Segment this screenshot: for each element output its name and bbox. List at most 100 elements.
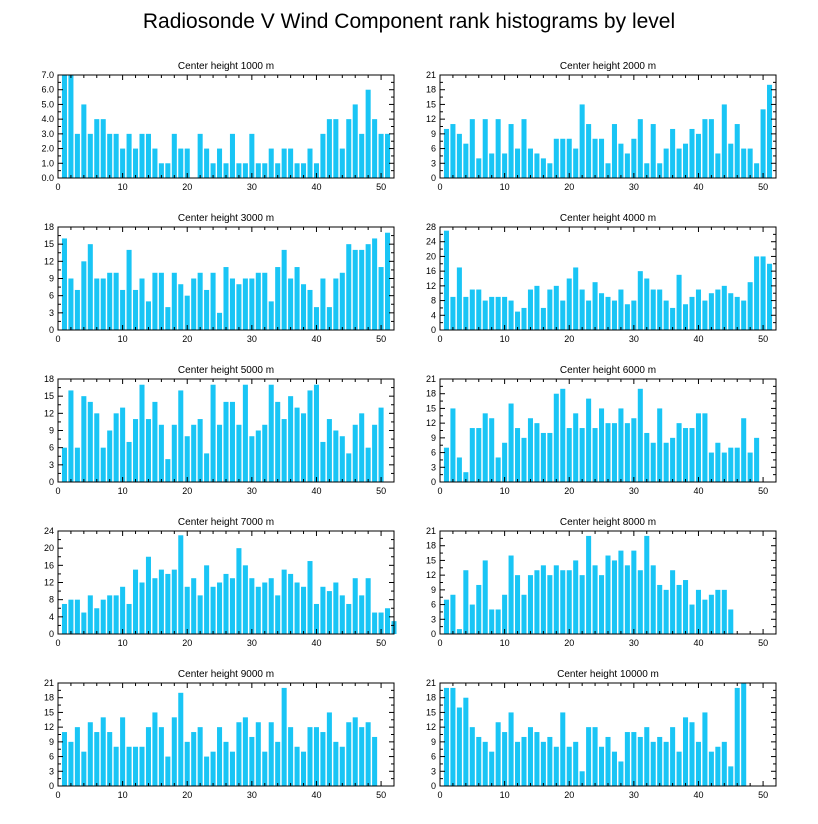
histogram-bar [242,163,248,178]
histogram-bar [482,741,488,786]
histogram-bar [443,599,449,634]
histogram-bar [631,550,637,634]
histogram-bar [378,133,384,178]
histogram-bar [294,407,300,482]
histogram-bar [171,569,177,634]
histogram-bar [456,707,462,786]
x-tick-label: 50 [758,790,768,800]
histogram-bar [378,267,384,330]
histogram-bar [113,272,119,330]
histogram-bar [469,289,475,330]
histogram-bar [469,428,475,482]
histogram-bar [255,722,261,786]
histogram-bar [107,133,113,178]
histogram-bar [262,272,268,330]
x-tick-label: 30 [247,486,257,496]
y-tick-label: 6 [49,443,54,453]
histogram-bar [540,432,546,482]
histogram-bar [339,148,345,178]
histogram-bar [624,423,630,482]
histogram-bar [670,727,676,786]
histogram-bar [152,578,158,634]
y-tick-label: 3 [49,308,54,318]
histogram-bar [534,153,540,178]
histogram-bar [767,263,773,330]
histogram-bar [650,124,656,178]
y-tick-label: 21 [426,374,436,384]
histogram-bar [721,104,727,178]
histogram-bar [236,284,242,330]
y-tick-label: 0 [431,173,436,183]
histogram-bar [624,732,630,786]
histogram-bar [605,163,611,178]
histogram-bar [61,75,67,178]
histogram-bar [489,153,495,178]
histogram-bar [68,741,74,786]
histogram-bar [275,741,281,786]
histogram-bar [631,300,637,330]
y-tick-label: 8 [49,595,54,605]
histogram-bar [223,573,229,634]
histogram-bar [107,595,113,634]
histogram-bar [508,300,514,330]
histogram-bar [521,119,527,178]
histogram-bar [456,267,462,330]
histogram-bar [217,727,223,786]
histogram-bar [87,722,93,786]
histogram-bar [637,119,643,178]
histogram-bar [605,296,611,330]
histogram-bar [210,384,216,482]
x-tick-label: 20 [564,182,574,192]
y-tick-label: 20 [426,251,436,261]
histogram-bar [592,565,598,634]
histogram-bar [515,575,521,634]
histogram-bar [611,560,617,634]
histogram-bar [728,447,734,482]
histogram-bar [268,148,274,178]
histogram-bar [566,138,572,178]
histogram-bar [715,442,721,482]
histogram-bar [708,751,714,786]
x-tick-label: 50 [376,638,386,648]
histogram-bar [107,732,113,786]
x-tick-label: 20 [182,638,192,648]
y-tick-label: 9 [49,737,54,747]
histogram-bar [339,746,345,786]
histogram-bar [450,124,456,178]
histogram-bar [294,746,300,786]
histogram-bar [313,603,319,634]
histogram-bar [702,712,708,786]
histogram-bar [326,119,332,178]
histogram-panel: Center height 10000 m 0 3 6 9 12 15 18 21 0 10 20 30… [426,669,777,800]
x-tick-label: 30 [629,790,639,800]
histogram-bar [605,555,611,634]
histogram-bar [249,736,255,786]
histogram-bar [527,575,533,634]
x-tick-label: 40 [693,638,703,648]
histogram-bar [74,727,80,786]
histogram-bar [592,727,598,786]
histogram-bar [204,148,210,178]
histogram-bar [326,712,332,786]
histogram-bar [734,687,740,786]
y-tick-label: 24 [426,237,436,247]
histogram-bar [61,238,67,330]
histogram-bar [229,578,235,634]
histogram-bar [120,717,126,786]
histogram-bar [618,550,624,634]
x-tick-label: 0 [437,790,442,800]
histogram-bar [307,561,313,634]
histogram-bar [605,423,611,482]
histogram-bar [502,442,508,482]
histogram-bar [599,575,605,634]
histogram-bar [152,401,158,482]
x-tick-label: 0 [55,334,60,344]
x-tick-label: 50 [376,790,386,800]
x-tick-label: 30 [629,334,639,344]
histogram-bar [268,578,274,634]
histogram-bar [320,732,326,786]
histogram-bar [281,148,287,178]
histogram-bar [631,138,637,178]
panel-title: Center height 4000 m [560,213,656,224]
histogram-bar [741,148,747,178]
